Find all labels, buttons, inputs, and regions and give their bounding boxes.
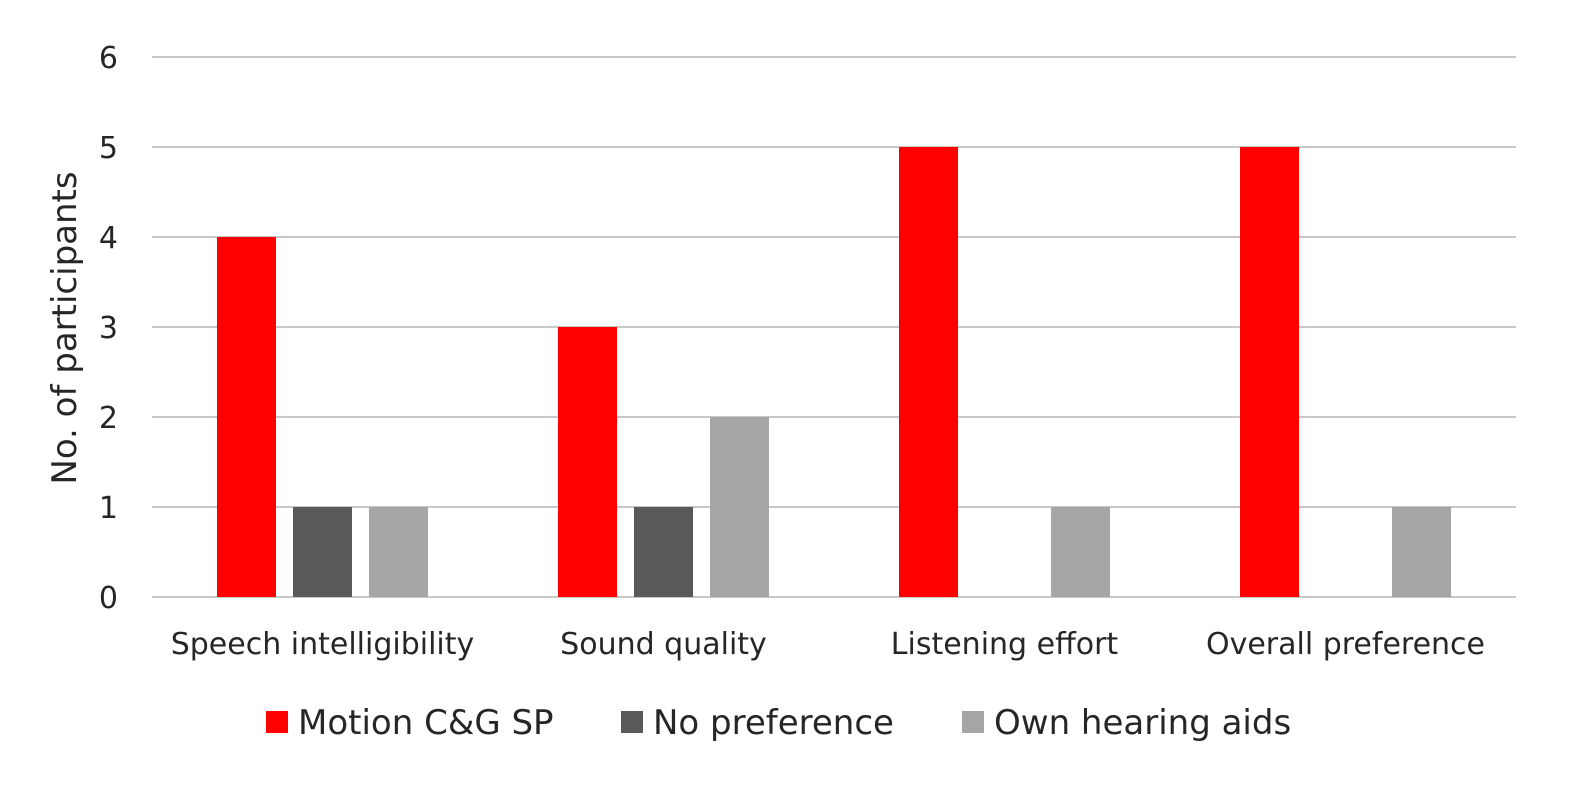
legend-label: Motion C&G SP [298, 703, 554, 743]
legend-item: No preference [621, 703, 894, 743]
legend-label: No preference [653, 703, 894, 743]
bar-motion-c-g-sp-3 [1240, 147, 1299, 597]
legend-swatch [621, 711, 643, 733]
x-category-label: Speech intelligibility [171, 627, 475, 662]
bar-motion-c-g-sp-2 [899, 147, 958, 597]
legend: Motion C&G SP No preference Own hearing ai… [266, 703, 1291, 743]
bar-motion-c-g-sp-1 [558, 327, 617, 597]
legend-item: Own hearing aids [962, 703, 1291, 743]
y-tick-label: 1 [99, 491, 118, 526]
bar-own-hearing-aids-3 [1392, 507, 1451, 597]
bar-own-hearing-aids-2 [1051, 507, 1110, 597]
y-tick-label: 2 [99, 401, 118, 436]
bar-own-hearing-aids-0 [369, 507, 428, 597]
bar-no-preference-0 [293, 507, 352, 597]
y-tick-label: 3 [99, 311, 118, 346]
y-axis-ticks: 0 1 2 3 4 5 6 [99, 41, 118, 616]
bar-no-preference-1 [634, 507, 693, 597]
y-tick-label: 4 [99, 221, 118, 256]
bar-motion-c-g-sp-0 [217, 237, 276, 597]
bars [217, 147, 1451, 597]
x-category-label: Listening effort [891, 627, 1119, 662]
x-category-label: Sound quality [560, 627, 767, 662]
legend-swatch [266, 711, 288, 733]
gridlines [152, 56, 1516, 598]
y-tick-label: 5 [99, 131, 118, 166]
legend-swatch [962, 711, 984, 733]
legend-item: Motion C&G SP [266, 703, 554, 743]
legend-label: Own hearing aids [994, 703, 1291, 743]
bar-own-hearing-aids-1 [710, 417, 769, 597]
y-tick-label: 6 [99, 41, 118, 76]
x-axis-categories: Speech intelligibility Sound quality Liste… [171, 627, 1485, 662]
x-category-label: Overall preference [1206, 627, 1485, 662]
y-tick-label: 0 [99, 581, 118, 616]
y-axis-title: No. of participants [45, 171, 85, 484]
